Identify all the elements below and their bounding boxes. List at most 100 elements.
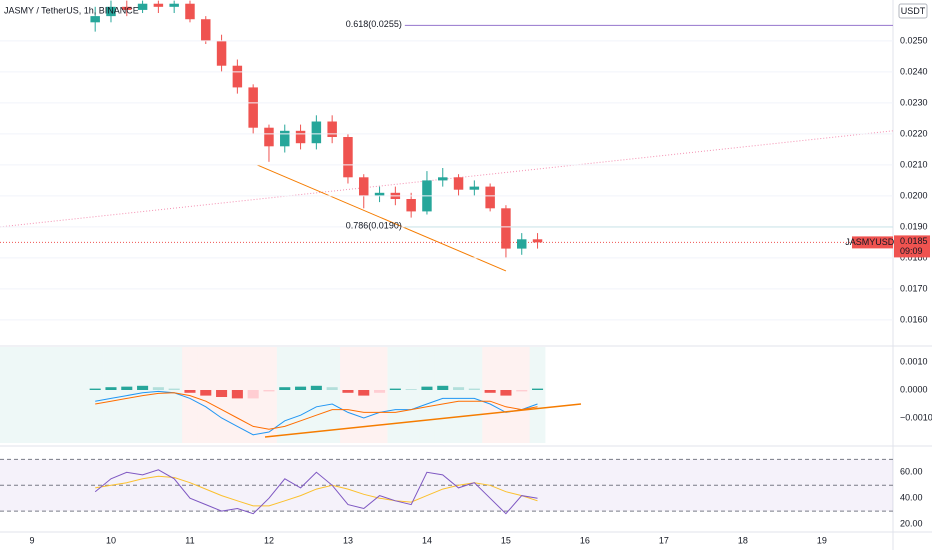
price-badge (894, 235, 930, 258)
histogram-bar (152, 387, 164, 391)
y-tick-label: 0.0200 (900, 190, 928, 200)
x-tick-label: 19 (817, 535, 827, 545)
macd-background (118, 347, 135, 443)
y-tick-label: 0.0240 (900, 66, 928, 76)
histogram-bar (358, 390, 370, 396)
histogram-bar (389, 388, 401, 391)
y-tick-label: 0.0000 (900, 384, 928, 394)
histogram-bar (500, 390, 512, 396)
candle-body (90, 16, 100, 23)
histogram-bar (247, 390, 259, 399)
candle-body (327, 121, 337, 138)
histogram-bar (137, 385, 149, 391)
histogram-bar (453, 387, 465, 391)
y-tick-label: 20.00 (900, 518, 923, 528)
unit-box (898, 3, 928, 19)
macd-background (450, 347, 467, 443)
macd-background (134, 347, 151, 443)
x-tick-label: 18 (738, 535, 748, 545)
price-pane (0, 0, 893, 272)
histogram-bar (484, 390, 496, 393)
candle-body (248, 87, 258, 128)
y-tick-label: 0.0230 (900, 97, 928, 107)
macd-background (182, 347, 198, 443)
histogram-bar (421, 386, 433, 391)
rsi-line (94, 469, 538, 515)
macd-background (466, 347, 483, 443)
histogram-bar (105, 387, 117, 391)
macd-background (371, 347, 388, 443)
macd-background (261, 347, 277, 443)
x-tick-label: 16 (580, 535, 590, 545)
macd-pane (0, 347, 582, 443)
y-tick-label: −0.0010 (900, 412, 932, 422)
chart-title: JASMY / TetherUS, 1h, BINANCE (4, 5, 139, 15)
candle-body (469, 186, 480, 190)
x-tick-label: 10 (106, 535, 116, 545)
x-tick-label: 11 (185, 535, 194, 545)
macd-background (276, 347, 293, 443)
macd-background (340, 347, 356, 443)
histogram-bar (310, 385, 322, 391)
histogram-bar (200, 390, 212, 396)
candle-body (374, 192, 385, 196)
trendline (256, 164, 507, 272)
symbol-badge (852, 236, 893, 249)
macd-background (529, 347, 546, 443)
y-tick-label: 0.0250 (900, 35, 928, 45)
histogram-bar (374, 390, 386, 393)
candle-body (106, 6, 116, 17)
y-tick-label: 40.00 (900, 493, 923, 503)
x-tick-label: 9 (29, 535, 34, 545)
last-price-label: 0.0185 (900, 236, 928, 246)
y-tick-label: 0.0220 (900, 128, 928, 138)
trendline (264, 403, 582, 438)
candle-body (406, 199, 416, 212)
histogram-bar (89, 388, 101, 391)
x-tick-label: 17 (659, 535, 669, 545)
histogram-bar (216, 390, 228, 398)
histogram-bar (342, 390, 354, 393)
candle-body (532, 239, 543, 243)
unit-label: USDT (901, 6, 926, 16)
macd-background (0, 347, 104, 443)
candle-body (295, 130, 306, 144)
candle-body (517, 239, 527, 249)
candle-body (137, 3, 148, 10)
histogram-bar (184, 390, 196, 393)
macd-background (292, 347, 309, 443)
macd-background (166, 347, 183, 443)
candle-body (359, 177, 369, 196)
x-tick-label: 15 (501, 535, 511, 545)
candle-body (485, 186, 495, 209)
candle-body (311, 121, 322, 144)
y-tick-label: 0.0160 (900, 314, 928, 324)
y-tick-label: 0.0010 (900, 356, 928, 366)
x-tick-label: 13 (343, 535, 353, 545)
macd-line (95, 390, 538, 436)
y-tick-label: 0.0210 (900, 159, 928, 169)
signal-line (95, 392, 538, 430)
histogram-bar (231, 390, 243, 399)
candle-body (232, 65, 243, 88)
macd-background (308, 347, 325, 443)
histogram-bar (263, 390, 275, 392)
x-tick-label: 12 (264, 535, 274, 545)
candle-body (201, 19, 211, 41)
histogram-bar (295, 386, 307, 391)
histogram-bar (532, 388, 544, 391)
candle-body (153, 3, 164, 7)
histogram-bar (279, 387, 291, 391)
candle-body (122, 6, 132, 10)
histogram-bar (437, 385, 449, 391)
candle-body (185, 3, 195, 20)
macd-background (103, 347, 119, 443)
candle-body (438, 177, 448, 181)
fib-level-label: 0.786(0.0190) (346, 220, 402, 230)
macd-background (513, 347, 530, 443)
macd-background (150, 347, 167, 443)
histogram-bar (326, 387, 338, 391)
candle-body (343, 137, 353, 178)
